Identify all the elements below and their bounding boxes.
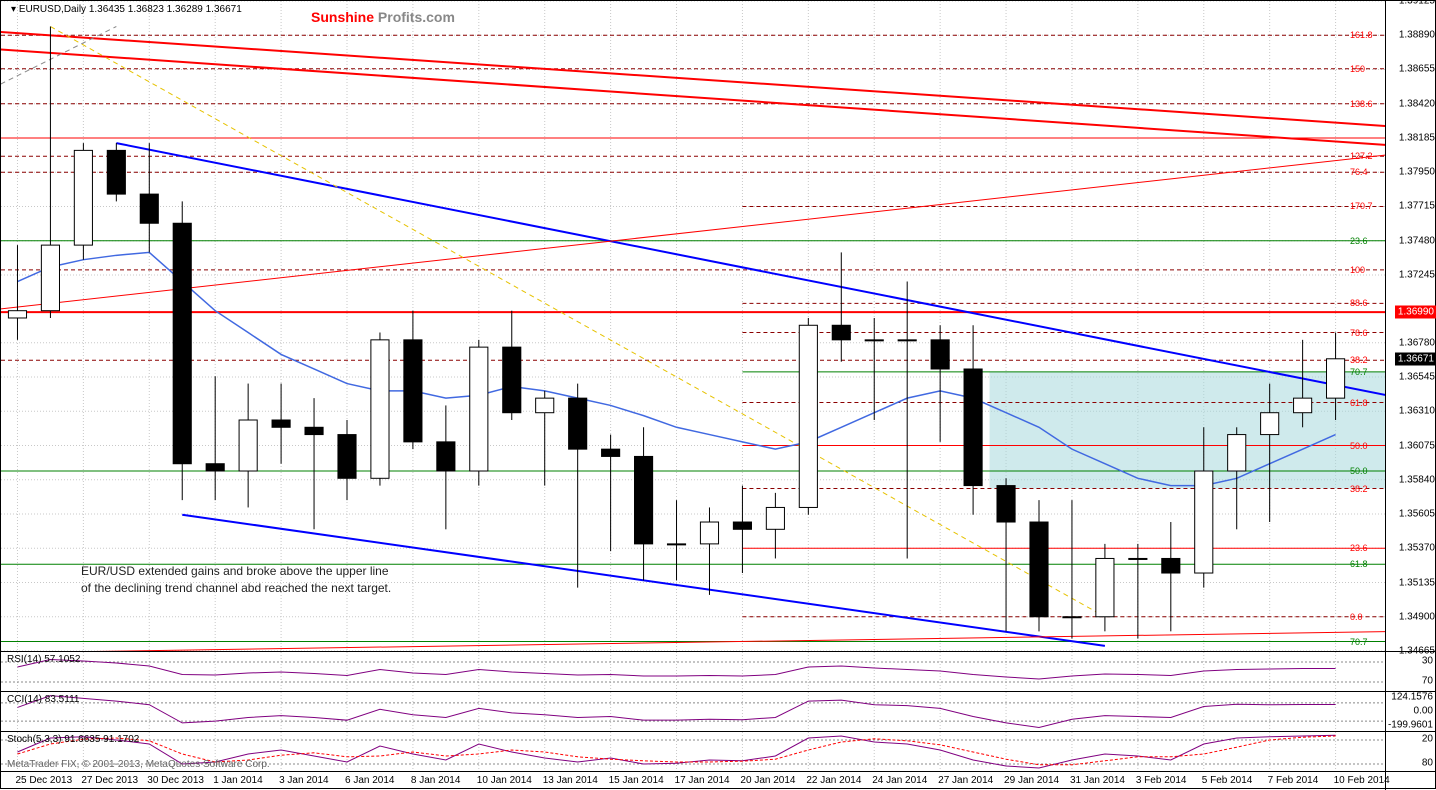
x-axis-tick-label: 10 Feb 2014 [1334, 775, 1390, 786]
fib-level-label: 161.8 [1350, 30, 1373, 40]
y-axis-tick-label: 1.38185 [1399, 132, 1435, 143]
x-axis-tick-label: 29 Jan 2014 [1004, 775, 1059, 786]
x-axis-tick-label: 30 Dec 2013 [147, 775, 204, 786]
watermark-brand: Sunshine [311, 9, 374, 25]
x-axis-tick-label: 6 Jan 2014 [345, 775, 395, 786]
chart-root: 1.346651.349001.351351.353701.356051.358… [0, 0, 1436, 789]
y-axis-tick-label: 1.38420 [1399, 98, 1435, 109]
y-axis-tick-label: 1.36075 [1399, 440, 1435, 451]
y-axis-tick-label: 1.38655 [1399, 64, 1435, 75]
watermark-suffix: Profits.com [374, 9, 455, 25]
indicator-title: RSI(14) 57.1052 [7, 654, 80, 665]
indicator-title: Stoch(5,3,3) 91.6635 91.1702 [7, 734, 139, 745]
cci-panel[interactable]: CCI(14) 83.5111 [1, 691, 1435, 731]
copyright-label: MetaTrader FIX, © 2001-2013, MetaQuotes … [7, 759, 270, 770]
indicator-axis-label: 124.1576 [1391, 692, 1433, 703]
symbol-label: EURUSD,Daily [19, 4, 86, 15]
x-axis-tick-label: 20 Jan 2014 [740, 775, 795, 786]
fib-level-label: 138.6 [1350, 99, 1373, 109]
x-axis-tick-label: 13 Jan 2014 [543, 775, 598, 786]
ref-price-tag: 1.36990 [1395, 306, 1436, 319]
fib-level-label: 38.2 [1350, 484, 1368, 494]
fib-level-label: 23.6 [1350, 236, 1368, 246]
y-axis-tick-label: 1.37715 [1399, 201, 1435, 212]
y-axis-tick-label: 1.36310 [1399, 406, 1435, 417]
y-axis-tick-label: 1.35135 [1399, 577, 1435, 588]
fib-level-label: 23.6 [1350, 543, 1368, 553]
x-axis-tick-label: 8 Jan 2014 [411, 775, 461, 786]
y-axis-tick-label: 1.34900 [1399, 611, 1435, 622]
x-axis-tick-label: 10 Jan 2014 [477, 775, 532, 786]
fib-level-label: 78.6 [1350, 328, 1368, 338]
y-axis-tick-label: 1.36545 [1399, 372, 1435, 383]
fib-level-label: 88.6 [1350, 298, 1368, 308]
x-axis-tick-label: 22 Jan 2014 [806, 775, 861, 786]
fib-level-label: 150 [1350, 64, 1365, 74]
x-axis-tick-label: 15 Jan 2014 [609, 775, 664, 786]
y-axis-tick-label: 1.38890 [1399, 30, 1435, 41]
fib-level-label: 0.0 [1350, 612, 1363, 622]
y-axis-tick-label: 1.35840 [1399, 474, 1435, 485]
watermark: Sunshine Profits.com [311, 9, 455, 25]
indicator-axis-label: 70 [1422, 676, 1433, 687]
indicator-axis-label: -199.9601 [1388, 720, 1433, 731]
y-axis-tick-label: 1.37245 [1399, 269, 1435, 280]
fib-level-label: 76.4 [1350, 167, 1368, 177]
x-axis-tick-label: 27 Jan 2014 [938, 775, 993, 786]
time-axis: 25 Dec 2013 27 Dec 2013 30 Dec 2013 1 Jan 2… [1, 771, 1435, 789]
fib-level-label: 170.7 [1350, 201, 1373, 211]
fib-level-label: 100 [1350, 265, 1365, 275]
y-axis-tick-label: 1.35370 [1399, 543, 1435, 554]
fib-level-label: 61.8 [1350, 398, 1368, 408]
indicator-axis-label: 30 [1422, 656, 1433, 667]
indicator-axis-label: 20 [1422, 734, 1433, 745]
current-price-tag: 1.36671 [1395, 352, 1436, 365]
y-axis-tick-label: 1.36780 [1399, 337, 1435, 348]
x-axis-tick-label: 31 Jan 2014 [1070, 775, 1125, 786]
y-axis-tick-label: 1.39125 [1399, 0, 1435, 7]
x-axis-tick-label: 7 Feb 2014 [1268, 775, 1319, 786]
fib-level-label: 50.0 [1350, 466, 1368, 476]
indicator-axis-label: 80 [1422, 758, 1433, 769]
y-axis-tick-label: 1.37950 [1399, 167, 1435, 178]
annotation-text: EUR/USD extended gains and broke above t… [81, 563, 391, 597]
x-axis-tick-label: 17 Jan 2014 [675, 775, 730, 786]
ohlc-label: 1.36435 1.36823 1.36289 1.36671 [89, 4, 242, 15]
indicator-axis-label: 0.00 [1414, 706, 1433, 717]
price-panel[interactable]: 1.346651.349001.351351.353701.356051.358… [1, 1, 1436, 651]
rsi-panel[interactable]: RSI(14) 57.1052 [1, 651, 1435, 691]
x-axis-tick-label: 25 Dec 2013 [15, 775, 72, 786]
x-axis-tick-label: 24 Jan 2014 [872, 775, 927, 786]
indicator-title: CCI(14) 83.5111 [7, 694, 79, 705]
fib-level-label: 70.7 [1350, 367, 1368, 377]
fib-level-label: 70.7 [1350, 637, 1368, 647]
y-axis-tick-label: 1.37480 [1399, 235, 1435, 246]
fib-level-label: 50.0 [1350, 441, 1368, 451]
fib-level-label: 38.2 [1350, 355, 1368, 365]
x-axis-tick-label: 3 Feb 2014 [1136, 775, 1187, 786]
fib-level-label: 61.8 [1350, 559, 1368, 569]
y-axis-tick-label: 1.35605 [1399, 509, 1435, 520]
x-axis-tick-label: 1 Jan 2014 [213, 775, 263, 786]
chart-title: ▾ EURUSD,Daily 1.36435 1.36823 1.36289 1… [11, 4, 242, 15]
x-axis-tick-label: 5 Feb 2014 [1202, 775, 1253, 786]
x-axis-tick-label: 3 Jan 2014 [279, 775, 329, 786]
x-axis-tick-label: 27 Dec 2013 [81, 775, 138, 786]
fib-level-label: 127.2 [1350, 151, 1373, 161]
